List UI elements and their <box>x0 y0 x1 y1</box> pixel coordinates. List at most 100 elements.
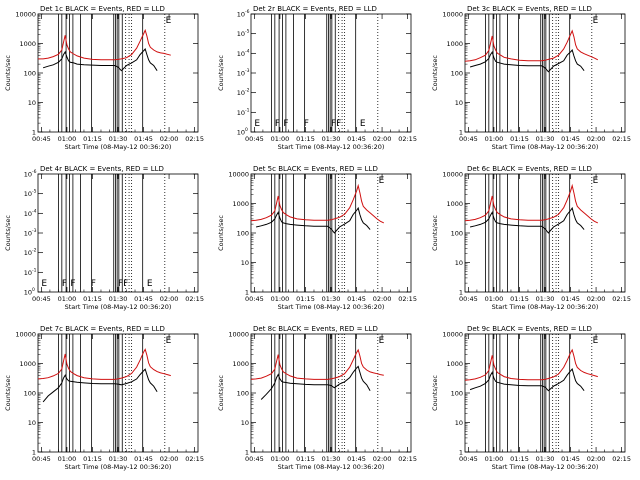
x-tick-label: 01:30 <box>322 135 341 143</box>
x-tick-label: 01:45 <box>561 295 580 303</box>
x-tick-label: 01:30 <box>536 135 555 143</box>
y-tick-label: 100 <box>237 390 249 398</box>
y-tick-label: 10 <box>237 89 245 97</box>
y-tick-label: 1 <box>245 449 249 457</box>
x-tick-label: 02:00 <box>587 135 606 143</box>
x-tick-label: 02:00 <box>160 135 179 143</box>
flag-label: FF <box>118 279 128 289</box>
x-tick-label: 01:45 <box>134 135 153 143</box>
x-axis-label: Start Time (08-May-12 00:36:20) <box>492 143 599 151</box>
panel-title: Det 1c BLACK = Events, RED = LLD <box>40 5 165 13</box>
x-tick-label: 01:00 <box>485 455 504 463</box>
x-tick-label: 00:45 <box>459 135 478 143</box>
x-tick-label: 02:00 <box>160 295 179 303</box>
y-tick-label: 1000 <box>232 200 249 208</box>
x-tick-label: 01:15 <box>296 455 315 463</box>
flag-label: F <box>62 279 67 289</box>
x-tick-label: 01:15 <box>296 295 315 303</box>
y-tick-label: 1000 <box>19 40 36 48</box>
flag-label: E <box>41 279 47 289</box>
y-tick-exponent: -6 <box>245 9 250 15</box>
x-tick-label: 01:15 <box>510 455 529 463</box>
y-tick-label: 10000 <box>442 11 463 19</box>
y-tick-label: 10 <box>237 70 245 78</box>
y-tick-label: 1000 <box>446 40 463 48</box>
x-tick-label: 01:15 <box>296 135 315 143</box>
x-tick-label: 02:15 <box>185 135 204 143</box>
y-tick-label: 100 <box>451 70 463 78</box>
panel-title: Det 2r BLACK = Events, RED = LLD <box>253 5 377 13</box>
y-tick-label: 10 <box>241 259 249 267</box>
y-tick-exponent: -1 <box>32 267 37 273</box>
y-tick-label: 1 <box>32 129 36 137</box>
y-axis-label: Counts/sec <box>4 55 12 91</box>
x-tick-label: 01:15 <box>83 455 102 463</box>
panel-det-8: Det 8c BLACK = Events, RED = LLD 00:45 01:… <box>217 325 417 471</box>
panel-title: Det 5c BLACK = Events, RED = LLD <box>253 165 378 173</box>
y-tick-label: 1 <box>32 449 36 457</box>
x-tick-label: 01:00 <box>271 135 290 143</box>
x-tick-label: 01:00 <box>485 295 504 303</box>
y-tick-label: 10 <box>24 269 32 277</box>
series-events-line <box>469 367 585 392</box>
series-lld-line <box>250 348 384 380</box>
series-lld-line <box>38 28 171 61</box>
flag-label: F <box>91 279 96 289</box>
series-events-line <box>469 48 585 73</box>
series-lld-line <box>464 348 598 381</box>
x-axis-label: Start Time (08-May-12 00:36:20) <box>65 143 172 151</box>
y-tick-label: 10 <box>237 30 245 38</box>
x-tick-label: 01:30 <box>109 135 128 143</box>
x-tick-label: 01:45 <box>347 295 366 303</box>
series-lld-line <box>250 183 385 224</box>
top-flag-label: E <box>593 336 599 346</box>
x-tick-label: 01:00 <box>58 295 77 303</box>
y-axis-label: Counts/sec <box>217 215 225 251</box>
y-tick-label: 1 <box>459 129 463 137</box>
y-tick-label: 10 <box>455 259 463 267</box>
x-tick-label: 02:15 <box>185 295 204 303</box>
y-tick-label: 10000 <box>442 171 463 179</box>
y-tick-exponent: -4 <box>245 48 250 54</box>
x-tick-label: 00:45 <box>245 455 264 463</box>
y-tick-label: 10 <box>237 109 245 117</box>
x-tick-label: 01:00 <box>58 455 77 463</box>
panel-title: Det 8c BLACK = Events, RED = LLD <box>253 325 378 333</box>
x-tick-label: 02:00 <box>373 295 392 303</box>
y-tick-label: 10 <box>24 190 32 198</box>
flag-label: F <box>304 119 309 129</box>
series-events-line <box>260 365 371 400</box>
y-tick-label: 10 <box>237 50 245 58</box>
x-tick-label: 01:00 <box>58 135 77 143</box>
y-tick-label: 100 <box>237 230 249 238</box>
panel-det-6: Det 6c BLACK = Events, RED = LLD 00:45 01:… <box>431 165 631 311</box>
y-tick-label: 10 <box>24 230 32 238</box>
y-tick-label: 100 <box>451 390 463 398</box>
y-axis-label: Counts/sec <box>431 215 439 251</box>
panel-det-9: Det 9c BLACK = Events, RED = LLD 00:45 01:… <box>431 325 631 471</box>
x-tick-label: 01:15 <box>83 135 102 143</box>
y-tick-label: 10 <box>455 419 463 427</box>
flag-label: FF <box>331 119 341 129</box>
flag-label: E <box>147 279 153 289</box>
panel-title: Det 4r BLACK = Events, RED = LLD <box>40 165 164 173</box>
x-tick-label: 02:15 <box>398 295 417 303</box>
panel-title: Det 7c BLACK = Events, RED = LLD <box>40 325 165 333</box>
x-axis-label: Start Time (08-May-12 00:36:20) <box>278 303 385 311</box>
x-tick-label: 00:45 <box>245 135 264 143</box>
y-tick-exponent: 0 <box>32 287 35 293</box>
panel-det-2: Det 2r BLACK = Events, RED = LLD 00:45 01:… <box>217 5 417 151</box>
y-tick-label: 1 <box>459 289 463 297</box>
x-tick-label: 00:45 <box>32 135 51 143</box>
x-tick-label: 02:00 <box>373 135 392 143</box>
x-tick-label: 02:00 <box>587 295 606 303</box>
top-flag-label: E <box>593 16 599 26</box>
y-tick-label: 1000 <box>446 200 463 208</box>
y-tick-exponent: -6 <box>32 169 37 175</box>
x-tick-label: 01:15 <box>510 135 529 143</box>
panel-det-7: Det 7c BLACK = Events, RED = LLD 00:45 01:… <box>4 325 204 471</box>
panel-title: Det 3c BLACK = Events, RED = LLD <box>467 5 592 13</box>
y-tick-label: 10 <box>28 419 36 427</box>
y-tick-label: 1000 <box>446 360 463 368</box>
